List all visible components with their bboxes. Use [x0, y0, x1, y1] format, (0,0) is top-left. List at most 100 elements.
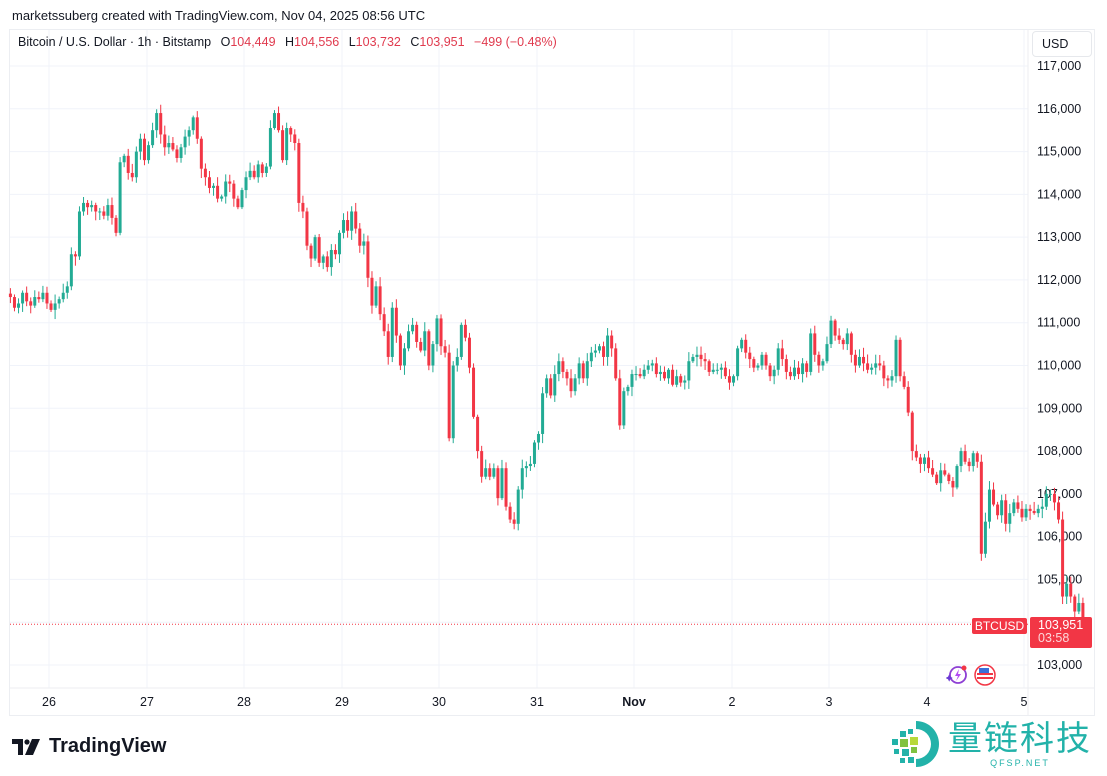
candle-body	[1069, 583, 1073, 597]
candle-body	[402, 348, 406, 366]
candle-body	[12, 297, 16, 308]
candle-body	[342, 220, 346, 233]
candle-body	[992, 489, 996, 505]
candle-body	[41, 292, 45, 300]
time-axis-label: 29	[335, 695, 349, 709]
candle-body	[606, 335, 610, 357]
candle-body	[134, 151, 138, 178]
candle-body	[565, 371, 569, 379]
candle-body	[780, 348, 784, 360]
chart-frame	[9, 29, 1095, 716]
candle-body	[21, 292, 25, 304]
candle-body	[593, 350, 597, 353]
candle-body	[768, 365, 772, 377]
candle-body	[561, 361, 565, 372]
candle-body	[8, 293, 12, 298]
candle-body	[293, 134, 297, 144]
candle-body	[829, 320, 833, 345]
candle-body	[1012, 502, 1016, 514]
candle-body	[512, 519, 516, 524]
candle-body	[719, 367, 723, 370]
candle-body	[1000, 500, 1004, 516]
candle-body	[732, 376, 736, 383]
candle-body	[212, 185, 216, 188]
candle-body	[17, 303, 21, 308]
candle-body	[171, 143, 175, 150]
price-axis-label: 108,000	[1037, 444, 1082, 458]
candle-body	[922, 457, 926, 464]
candle-body	[374, 286, 378, 306]
candle-body	[723, 367, 727, 377]
candle-body	[45, 292, 49, 304]
candle-body	[979, 461, 983, 554]
candle-body	[602, 346, 606, 357]
candle-body	[264, 166, 268, 173]
candle-body	[407, 331, 411, 349]
symbol-price-label: BTCUSD	[972, 618, 1027, 634]
candle-body	[784, 359, 788, 372]
time-axis-label: 27	[140, 695, 154, 709]
candle-body	[537, 433, 541, 443]
high-value: 104,556	[294, 35, 340, 49]
candle-body	[658, 371, 662, 375]
candle-body	[277, 113, 281, 131]
candle-body	[931, 468, 935, 475]
candle-body	[963, 451, 967, 462]
candle-body	[57, 299, 61, 304]
candle-body	[480, 451, 484, 477]
candle-body	[216, 185, 220, 199]
candle-body	[906, 386, 910, 413]
candle-body	[1004, 500, 1008, 524]
candle-body	[585, 361, 589, 379]
candle-body	[581, 363, 585, 379]
tradingview-logo[interactable]: TradingView	[12, 735, 166, 758]
price-axis-label: 107,000	[1037, 487, 1082, 501]
currency-button[interactable]: USD	[1032, 31, 1092, 57]
candle-body	[687, 361, 691, 381]
time-axis-label: 28	[237, 695, 251, 709]
candle-body	[159, 113, 163, 135]
candle-body	[740, 339, 744, 349]
candle-body	[528, 463, 532, 467]
candle-body	[910, 412, 914, 452]
candle-body	[1036, 508, 1040, 514]
lightning-event-icon[interactable]	[946, 664, 968, 686]
candle-body	[179, 147, 183, 158]
candle-body	[114, 217, 118, 233]
low-value: 103,732	[355, 35, 401, 49]
candle-body	[813, 333, 817, 355]
candle-body	[1040, 506, 1044, 509]
candle-body	[801, 363, 805, 375]
candle-body	[378, 286, 382, 315]
candlestick-chart[interactable]: 103,000104,000105,000106,000107,000108,0…	[0, 0, 1107, 720]
candle-body	[987, 489, 991, 522]
candle-body	[443, 346, 447, 353]
candle-body	[890, 376, 894, 381]
us-flag-event-icon[interactable]	[974, 664, 996, 686]
candle-body	[516, 489, 520, 524]
time-axis-label: 5	[1021, 695, 1028, 709]
candle-body	[488, 468, 492, 477]
candle-body	[175, 149, 179, 158]
candle-body	[1073, 596, 1077, 612]
candle-body	[126, 155, 130, 173]
candle-body	[90, 205, 94, 208]
candle-body	[630, 374, 634, 387]
candle-body	[98, 211, 102, 213]
candle-body	[545, 378, 549, 394]
candle-body	[589, 352, 593, 362]
candle-body	[727, 376, 731, 383]
candle-body	[821, 361, 825, 366]
symbol-title[interactable]: Bitcoin / U.S. Dollar · 1h · Bitstamp	[18, 35, 212, 49]
candle-body	[187, 130, 191, 137]
candle-body	[614, 348, 618, 379]
candle-body	[691, 356, 695, 362]
change-value: −499 (−0.48%)	[474, 35, 557, 49]
candle-body	[94, 205, 98, 212]
candle-body	[776, 348, 780, 370]
candle-body	[419, 341, 423, 351]
candle-body	[939, 470, 943, 484]
price-axis-label: 103,000	[1037, 658, 1082, 672]
candle-body	[329, 249, 333, 268]
time-axis-label: 30	[432, 695, 446, 709]
